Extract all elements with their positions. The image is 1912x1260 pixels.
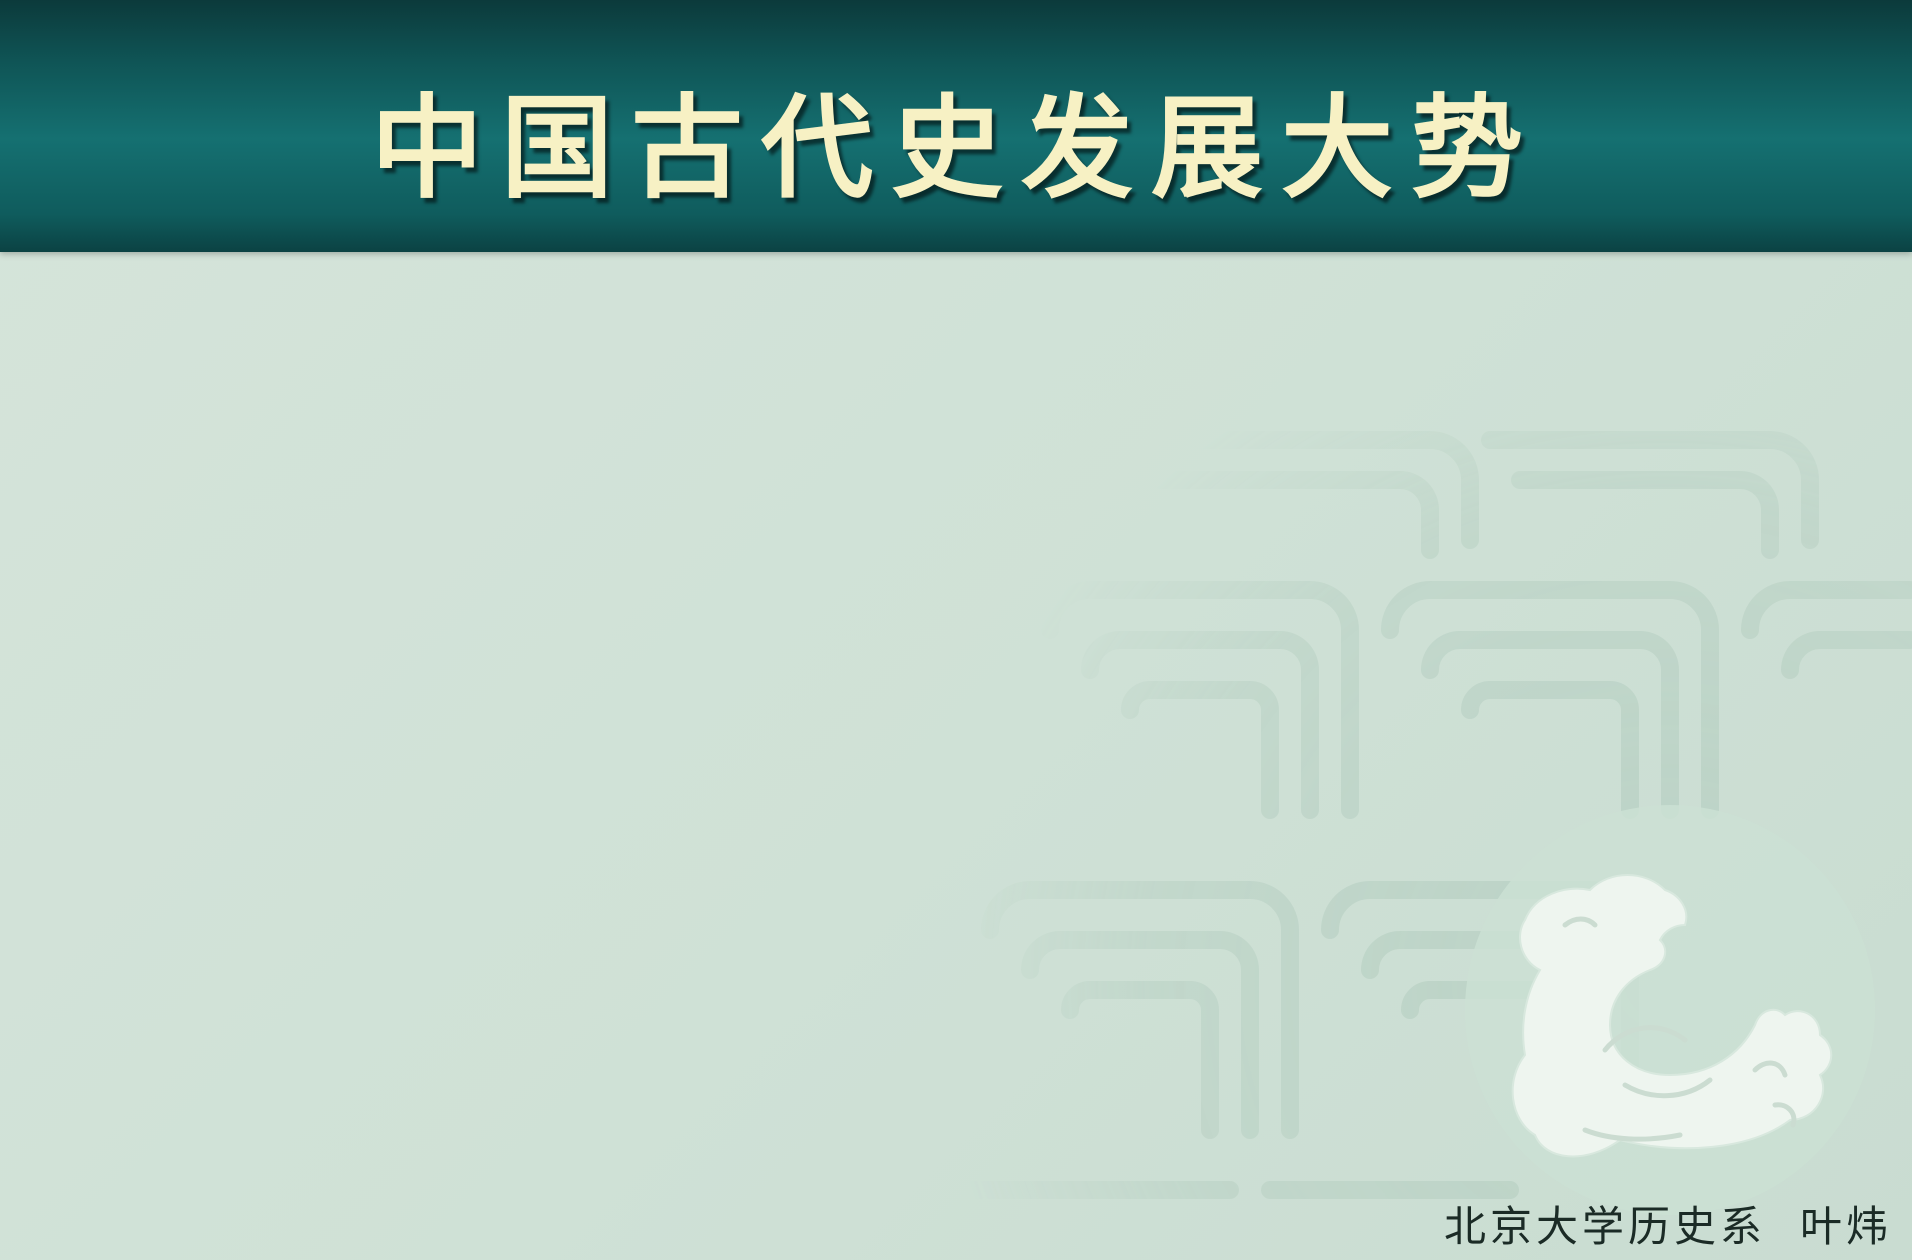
author-name: 叶炜 (1799, 1202, 1892, 1251)
institution-name: 北京大学历史系 (1443, 1202, 1766, 1251)
jade-dragon-icon (1465, 805, 1875, 1215)
title-banner: 中国古代史发展大势 (0, 0, 1912, 252)
slide-title: 中国古代史发展大势 (371, 83, 1541, 214)
credit-line: 北京大学历史系 叶炜 (1444, 1193, 1892, 1254)
